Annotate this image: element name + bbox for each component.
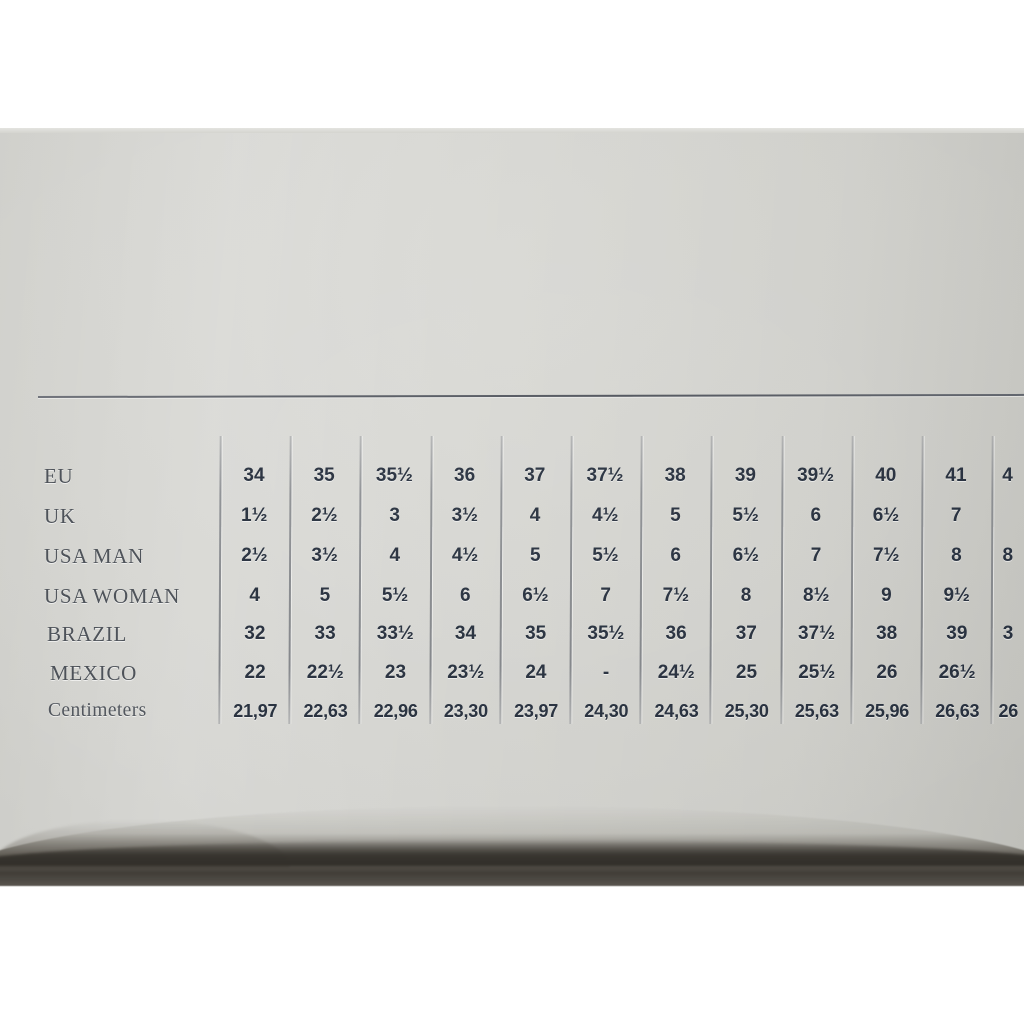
cell-eu-7: 38	[664, 465, 686, 486]
cell-centimeters-3: 22,96	[373, 701, 418, 721]
cell-usa-woman-2: 5	[319, 585, 331, 606]
cell-eu-4: 36	[454, 465, 476, 486]
cell-usa-woman-8: 8	[740, 585, 752, 606]
cell-usa-woman-5: 6½	[522, 585, 549, 606]
cell-brazil-9: 37½	[797, 623, 835, 644]
cell-brazil-11: 39	[946, 623, 968, 644]
cell-mexico-10: 26	[876, 662, 898, 683]
cell-centimeters-7: 24,63	[654, 701, 699, 721]
cell-brazil-6: 35½	[587, 623, 625, 644]
cell-uk-7: 5	[670, 505, 681, 526]
cell-mexico-2: 22½	[306, 662, 344, 683]
cell-usa-man-3: 4	[389, 545, 401, 566]
cell-uk-1: 1½	[241, 505, 268, 526]
shoe-box-lid-surface: EU UK USA MAN USA WOMAN BRAZIL MEXICO Centimet…	[0, 128, 1024, 865]
cell-mexico-7: 24½	[657, 662, 695, 683]
row-label-mexico: MEXICO	[50, 661, 138, 685]
cell-eu-1: 34	[243, 465, 265, 486]
cell-uk-6: 4½	[592, 505, 619, 526]
cell-brazil-8: 37	[735, 623, 757, 644]
cell-centimeters-8: 25,30	[724, 701, 769, 721]
cell-brazil-1: 32	[244, 623, 266, 644]
cell-centimeters-1: 21,97	[233, 701, 278, 721]
cell-brazil-2: 33	[314, 623, 336, 644]
cell-mexico-6: -	[602, 662, 610, 683]
cell-uk-9: 6	[810, 505, 822, 526]
row-label-usa-woman: USA WOMAN	[44, 584, 181, 608]
cell-usa-man-12: 8	[1002, 545, 1014, 566]
cell-eu-3: 35½	[375, 465, 413, 486]
cell-centimeters-4: 23,30	[443, 701, 488, 721]
cell-usa-man-4: 4½	[451, 545, 479, 566]
cell-eu-9: 39½	[797, 465, 835, 486]
row-label-eu: EU	[44, 464, 74, 488]
row-label-usa-man: USA MAN	[44, 544, 145, 568]
row-label-centimeters: Centimeters	[48, 700, 147, 721]
cell-uk-3: 3	[389, 505, 400, 526]
cell-usa-woman-7: 7½	[662, 585, 690, 606]
cell-mexico-4: 23½	[447, 662, 485, 683]
cell-centimeters-12: 26	[998, 701, 1019, 721]
cell-usa-woman-6: 7	[600, 585, 611, 606]
cell-brazil-7: 36	[665, 623, 687, 644]
cell-brazil-10: 38	[876, 623, 898, 644]
cell-brazil-3: 33½	[376, 623, 414, 644]
cell-mexico-11: 26½	[938, 662, 976, 683]
cell-mexico-9: 25½	[798, 662, 836, 683]
cell-brazil-5: 35	[525, 623, 547, 644]
cell-usa-man-7: 6	[670, 545, 681, 566]
cell-usa-woman-4: 6	[459, 585, 471, 606]
cell-usa-man-10: 7½	[873, 545, 900, 566]
cell-eu-2: 35	[313, 465, 335, 486]
cell-mexico-1: 22	[244, 662, 266, 683]
cell-mexico-8: 25	[735, 662, 758, 683]
card-top-edge	[0, 128, 1024, 133]
cell-centimeters-10: 25,96	[865, 701, 910, 721]
cell-usa-woman-9: 8½	[803, 585, 830, 606]
cell-usa-man-1: 2½	[241, 545, 268, 566]
cell-usa-woman-10: 9	[881, 585, 892, 606]
cell-usa-man-9: 7	[810, 545, 822, 566]
row-label-uk: UK	[44, 504, 76, 528]
cell-centimeters-9: 25,63	[794, 701, 839, 721]
cell-usa-woman-1: 4	[249, 585, 260, 606]
cell-uk-2: 2½	[311, 505, 338, 526]
cell-eu-12: 4	[1002, 465, 1013, 486]
cell-uk-11: 7	[950, 505, 962, 526]
cell-mexico-5: 24	[525, 662, 547, 683]
size-conversion-table: EU UK USA MAN USA WOMAN BRAZIL MEXICO Centimet…	[0, 428, 1024, 728]
cell-uk-5: 4	[529, 505, 541, 526]
cell-usa-man-11: 8	[951, 545, 962, 566]
cell-eu-6: 37½	[586, 465, 624, 486]
cell-usa-man-5: 5	[529, 545, 541, 566]
cell-centimeters-6: 24,30	[584, 701, 629, 721]
cell-usa-woman-11: 9½	[943, 585, 970, 606]
cell-usa-man-6: 5½	[592, 545, 619, 566]
cell-mexico-3: 23	[384, 662, 407, 683]
cell-uk-4: 3½	[451, 505, 479, 526]
cell-usa-woman-3: 5½	[381, 585, 409, 606]
cell-uk-8: 5½	[732, 505, 759, 526]
cell-brazil-12: 3	[1002, 623, 1014, 644]
cell-eu-8: 39	[734, 465, 756, 486]
cell-centimeters-2: 22,63	[303, 701, 348, 721]
cell-uk-10: 6½	[872, 505, 900, 526]
cell-usa-man-2: 3½	[311, 545, 338, 566]
cell-eu-10: 40	[875, 465, 897, 486]
cell-usa-man-8: 6½	[732, 545, 760, 566]
horizontal-divider-rule	[37, 393, 1024, 398]
row-label-brazil: BRAZIL	[47, 622, 128, 646]
cell-eu-5: 37	[524, 465, 546, 486]
cell-brazil-4: 34	[454, 623, 477, 644]
cell-centimeters-11: 26,63	[935, 701, 980, 721]
row-label-column: EU UK USA MAN USA WOMAN BRAZIL MEXICO Centimet…	[0, 428, 219, 728]
cell-centimeters-5: 23,97	[514, 701, 559, 721]
cell-eu-11: 41	[945, 465, 967, 486]
